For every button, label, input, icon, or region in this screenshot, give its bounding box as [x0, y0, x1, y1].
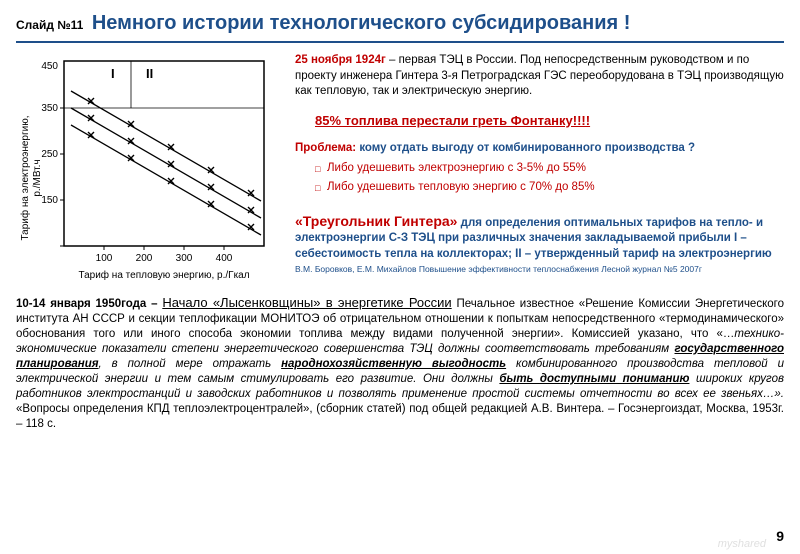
slide-header: Слайд №11 Немного истории технологическо…	[16, 12, 784, 43]
svg-text:450: 450	[41, 61, 58, 72]
bullet-2: Либо удешевить тепловую энергию с 70% до…	[295, 180, 784, 196]
para2-u3: быть доступными пониманию	[499, 373, 689, 385]
svg-text:300: 300	[176, 253, 193, 264]
tariff-chart: Тариф на электроэнергию, р./МВт.ч 150 25…	[16, 53, 276, 283]
text-column: 25 ноября 1924г – первая ТЭЦ в России. П…	[295, 53, 784, 283]
svg-text:350: 350	[41, 103, 58, 114]
triangle-title: «Треугольник Гинтера»	[295, 213, 457, 229]
slide-title: Немного истории технологического субсиди…	[92, 12, 631, 34]
para-1950: 10-14 января 1950года – Начало «Лысенков…	[16, 295, 784, 431]
page-number: 9	[776, 528, 784, 544]
triangle-para: «Треугольник Гинтера» для определения оп…	[295, 212, 784, 278]
svg-text:100: 100	[96, 253, 113, 264]
lysenko-title: Начало «Лысенковщины» в энергетике Росси…	[162, 295, 451, 310]
slide-number: Слайд №11	[16, 18, 83, 32]
svg-text:II: II	[146, 66, 153, 81]
svg-text:р./МВт.ч: р./МВт.ч	[32, 159, 43, 196]
para2-b: «Вопросы определения КПД теплоэлектроцен…	[16, 403, 784, 430]
para-1924: 25 ноября 1924г – первая ТЭЦ в России. П…	[295, 53, 784, 100]
problem-text: кому отдать выгоду от комбинированного п…	[356, 142, 695, 154]
svg-text:I: I	[111, 66, 115, 81]
chart-column: Тариф на электроэнергию, р./МВт.ч 150 25…	[16, 53, 281, 283]
para2-u2: народнохозяйственную выгодность	[281, 358, 506, 370]
svg-text:400: 400	[216, 253, 233, 264]
svg-text:Тариф на тепловую энергию, р./: Тариф на тепловую энергию, р./Гкал	[78, 269, 249, 281]
date-1950: 10-14 января 1950года –	[16, 298, 158, 310]
svg-text:150: 150	[41, 195, 58, 206]
bullet-1: Либо удешевить электроэнергию с 3-5% до …	[295, 161, 784, 177]
watermark: myshared	[718, 538, 766, 550]
problem-line: Проблема: кому отдать выгоду от комбинир…	[295, 141, 784, 157]
svg-text:Тариф на электроэнергию,: Тариф на электроэнергию,	[19, 116, 31, 241]
highlight-85: 85% топлива перестали греть Фонтанку!!!!	[295, 112, 784, 130]
problem-label: Проблема:	[295, 142, 356, 154]
main-content-row: Тариф на электроэнергию, р./МВт.ч 150 25…	[16, 53, 784, 283]
small-reference: В.М. Боровков, Е.М. Михайлов Повышение э…	[295, 264, 702, 274]
svg-text:250: 250	[41, 149, 58, 160]
svg-text:200: 200	[136, 253, 153, 264]
para2-i2: , в полной мере отражать	[99, 358, 282, 370]
date-1924: 25 ноября 1924г	[295, 54, 386, 66]
